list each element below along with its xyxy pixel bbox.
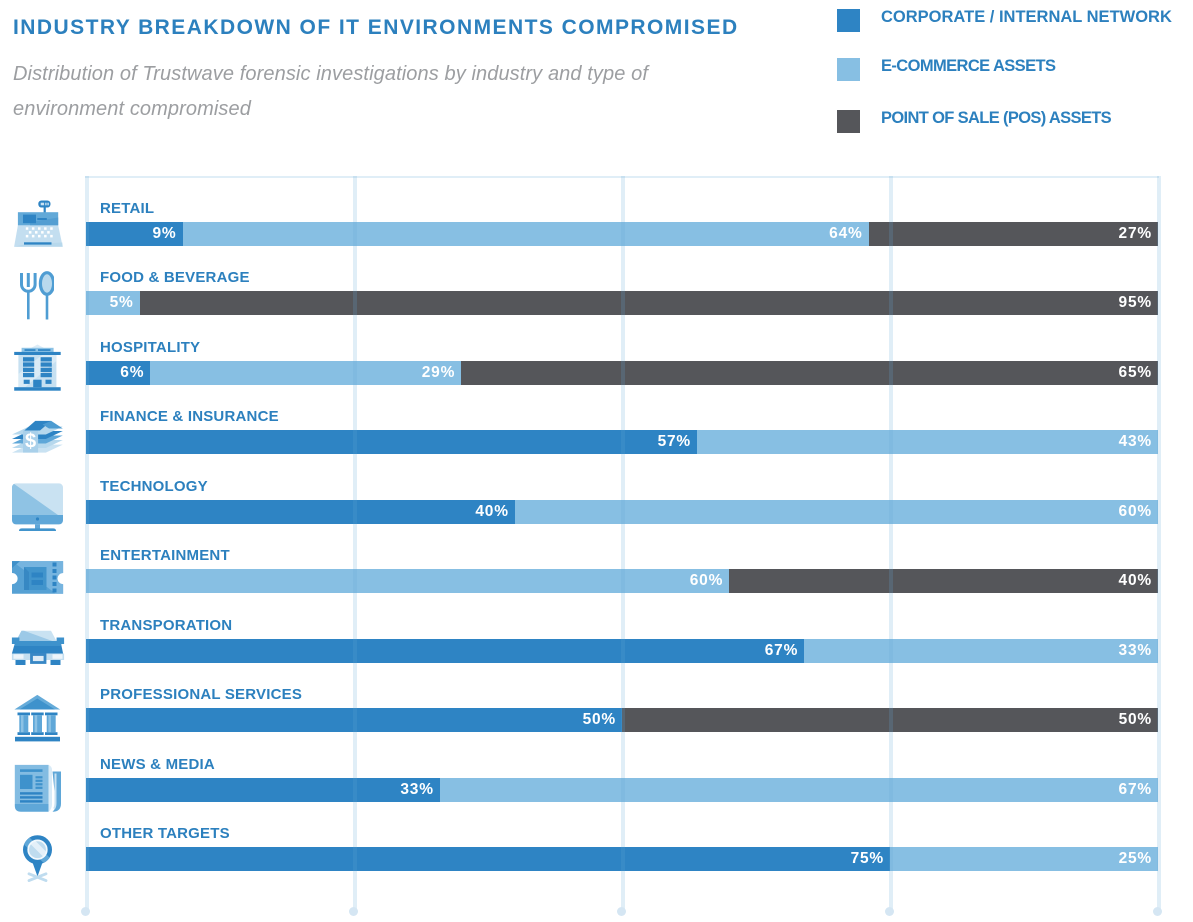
svg-text:$: $ bbox=[25, 431, 36, 453]
